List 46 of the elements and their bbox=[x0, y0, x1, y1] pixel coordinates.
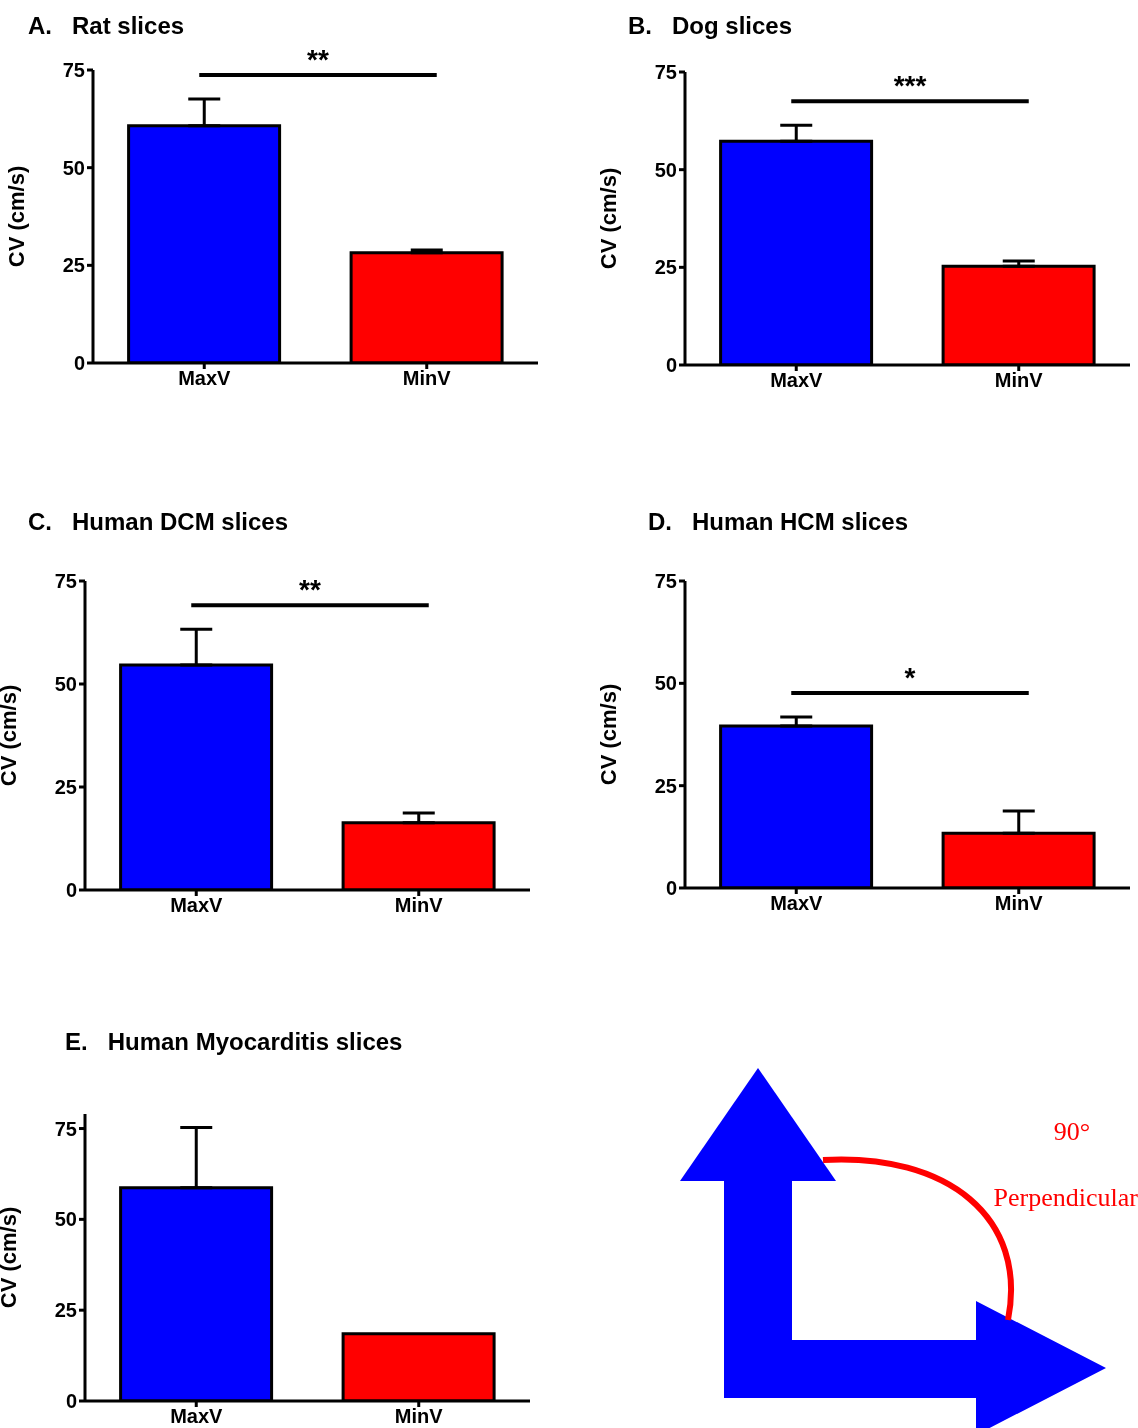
y-tick-label: 0 bbox=[65, 879, 77, 902]
y-tick-label: 25 bbox=[62, 254, 85, 277]
y-tick-label: 0 bbox=[665, 877, 677, 900]
annotation: ** bbox=[307, 43, 329, 75]
x-tick-label: MinV bbox=[394, 1405, 444, 1428]
y-tick-label: 75 bbox=[54, 1117, 77, 1140]
y-tick-label: 75 bbox=[654, 61, 677, 84]
y-tick-label: 50 bbox=[54, 1208, 77, 1231]
y-tick-label: 75 bbox=[62, 59, 85, 82]
x-tick-label: MinV bbox=[994, 892, 1044, 915]
chart-title: D. Human HCM slices bbox=[648, 508, 909, 536]
annotation: *** bbox=[893, 70, 927, 102]
chart-title: E. Human Myocarditis slices bbox=[65, 1028, 403, 1056]
y-tick-label: 25 bbox=[54, 1299, 77, 1322]
y-axis-title: CV (cm/s) bbox=[3, 165, 29, 268]
text: Perpendicular bbox=[993, 1183, 1138, 1212]
x-tick-label: MaxV bbox=[170, 894, 224, 917]
y-tick-label: 75 bbox=[654, 570, 677, 593]
x-tick-label: MinV bbox=[994, 369, 1044, 392]
y-tick-label: 25 bbox=[654, 774, 677, 797]
x-tick-label: MaxV bbox=[770, 369, 824, 392]
x-tick-label: MinV bbox=[402, 367, 452, 390]
annotation: ** bbox=[299, 574, 321, 606]
annotation: * bbox=[904, 661, 916, 693]
text: 90° bbox=[1053, 1117, 1091, 1146]
y-tick-label: 25 bbox=[654, 256, 677, 279]
y-tick-label: 25 bbox=[54, 776, 77, 799]
y-tick-label: 50 bbox=[654, 672, 677, 695]
y-tick-label: 50 bbox=[654, 158, 677, 181]
y-axis-title: CV (cm/s) bbox=[0, 684, 21, 787]
chart-title: C. Human DCM slices bbox=[28, 508, 289, 536]
y-tick-label: 75 bbox=[54, 570, 77, 593]
x-tick-label: MinV bbox=[394, 894, 444, 917]
y-tick-label: 50 bbox=[54, 673, 77, 696]
y-axis-title: CV (cm/s) bbox=[0, 1206, 21, 1309]
x-tick-label: MaxV bbox=[170, 1405, 224, 1428]
y-axis-title: CV (cm/s) bbox=[595, 683, 621, 786]
y-tick-label: 0 bbox=[65, 1390, 77, 1413]
y-axis-title: CV (cm/s) bbox=[595, 167, 621, 270]
chart-title: A. Rat slices bbox=[28, 12, 185, 40]
x-tick-label: MaxV bbox=[770, 892, 824, 915]
y-tick-label: 0 bbox=[73, 352, 85, 375]
chart-title: B. Dog slices bbox=[628, 12, 793, 40]
y-tick-label: 50 bbox=[62, 156, 85, 179]
x-tick-label: MaxV bbox=[178, 367, 232, 390]
y-tick-label: 0 bbox=[665, 354, 677, 377]
